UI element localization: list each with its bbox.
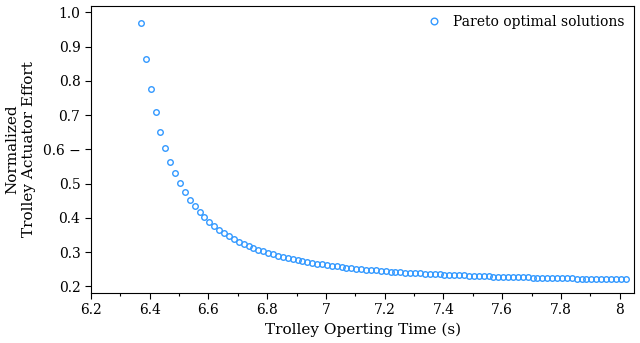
Y-axis label: Normalized
Trolley Actuator Effort: Normalized Trolley Actuator Effort	[6, 61, 36, 237]
X-axis label: Trolley Operting Time (s): Trolley Operting Time (s)	[264, 323, 461, 338]
Legend: Pareto optimal solutions: Pareto optimal solutions	[414, 10, 630, 35]
Pareto optimal solutions	[597, 277, 605, 281]
Line: Pareto optimal solutions: Pareto optimal solutions	[138, 20, 628, 282]
Pareto optimal solutions	[426, 272, 433, 276]
Pareto optimal solutions	[137, 21, 145, 25]
Pareto optimal solutions	[387, 270, 394, 274]
Pareto optimal solutions	[622, 277, 630, 282]
Pareto optimal solutions	[250, 246, 257, 250]
Pareto optimal solutions	[230, 237, 237, 241]
Pareto optimal solutions	[582, 277, 590, 281]
